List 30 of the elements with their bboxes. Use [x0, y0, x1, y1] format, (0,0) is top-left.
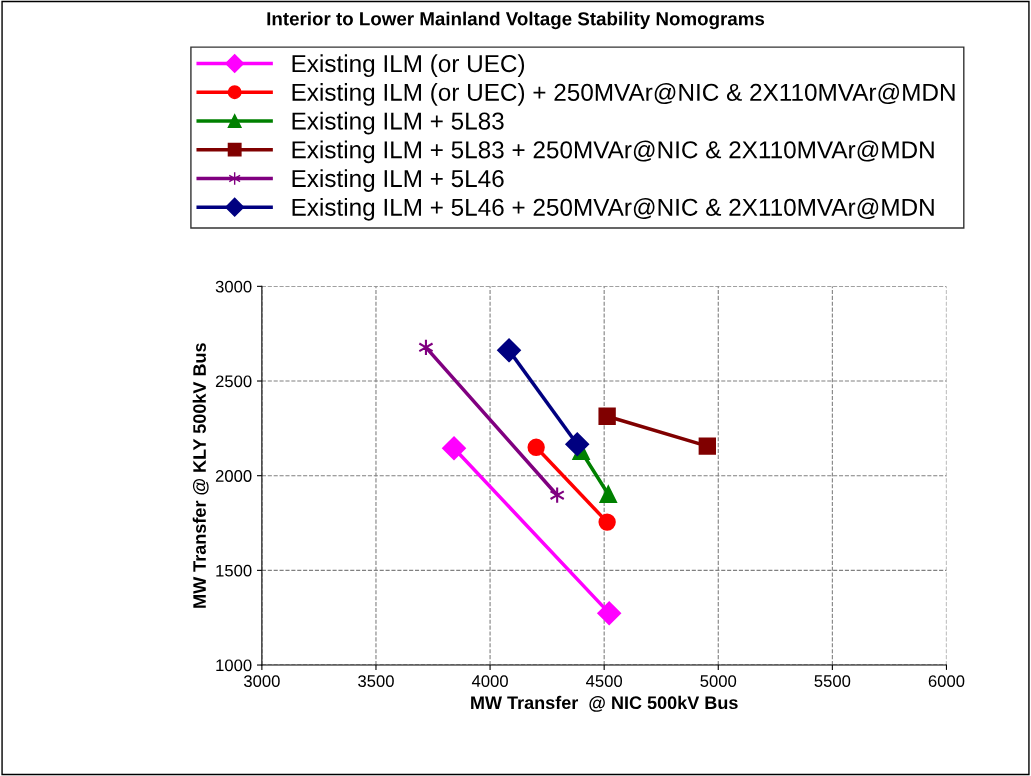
- point: [598, 513, 616, 531]
- legend-label: Existing ILM + 5L46 + 250MVAr@NIC & 2X110MVAr@MDN: [292, 198, 934, 221]
- point: [442, 436, 466, 461]
- point: [599, 485, 617, 503]
- point: [565, 432, 590, 457]
- x-tick-label: 5500: [814, 675, 851, 687]
- y-axis-title: MW Transfer @ KLY 500kV Bus: [192, 343, 209, 608]
- x-tick-label: 4000: [471, 675, 508, 687]
- x-tick-label: 3500: [358, 675, 394, 687]
- point: [598, 407, 616, 425]
- y-tick-label: 2000: [215, 470, 252, 482]
- x-tick-label: 4500: [586, 675, 623, 687]
- y-tick-label: 3000: [215, 280, 252, 293]
- legend-label: Existing ILM (or UEC): [292, 54, 525, 78]
- legend-label: Existing ILM + 5L83: [292, 111, 504, 135]
- legend-label: Existing ILM (or UEC) + 250MVAr@NIC & 2X110MVAr@MDN: [292, 83, 955, 106]
- x-tick-label: 6000: [928, 675, 965, 687]
- point: [597, 601, 622, 625]
- x-tick-label: 3000: [243, 675, 280, 687]
- legend-label: Existing ILM + 5L83 + 250MVAr@NIC & 2X110MVAr@MDN: [292, 140, 934, 164]
- y-tick-label: 2500: [215, 375, 252, 388]
- chart-title: Interior to Lower Mainland Voltage Stability Nomograms: [267, 11, 765, 30]
- y-tick-label: 1500: [216, 564, 252, 577]
- point: [698, 437, 716, 455]
- legend-label: Existing ILM + 5L46: [292, 169, 504, 192]
- point: [527, 438, 545, 456]
- y-tick-label: 1000: [216, 659, 252, 672]
- x-tick-label: 5000: [700, 675, 737, 687]
- point: [497, 338, 521, 363]
- x-axis-title: MW Transfer @ NIC 500kV Bus: [471, 695, 738, 712]
